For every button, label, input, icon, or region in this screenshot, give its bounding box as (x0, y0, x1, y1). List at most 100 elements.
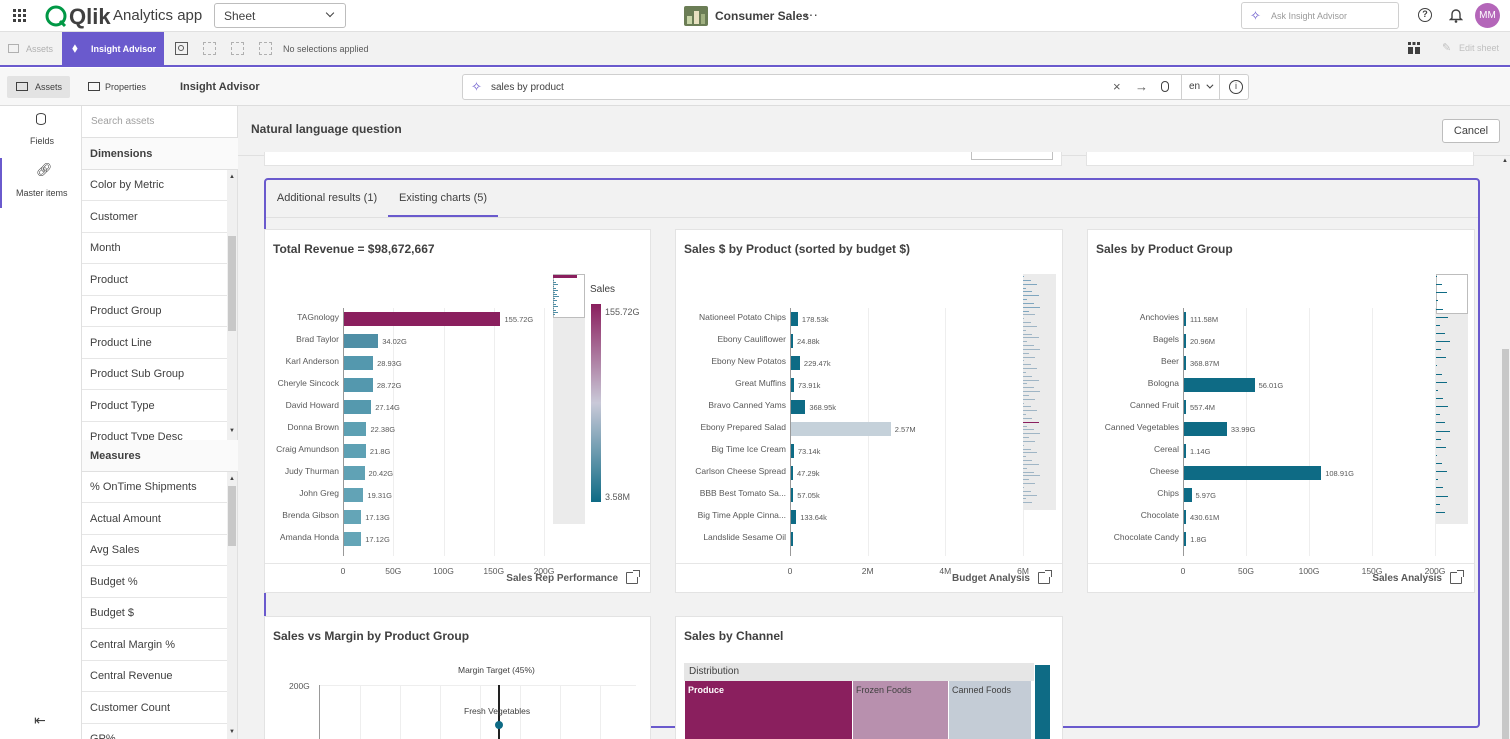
tab-existing-charts[interactable]: Existing charts (5) (388, 180, 498, 217)
ask-insight-advisor-input[interactable]: ✧ Ask Insight Advisor (1241, 2, 1399, 29)
asset-list-item[interactable]: Central Revenue (82, 661, 228, 692)
asset-list-item[interactable]: Budget $ (82, 598, 228, 629)
info-icon[interactable]: i (1229, 80, 1243, 94)
bar[interactable] (791, 532, 793, 546)
collapse-icon[interactable]: ⇤ (34, 712, 46, 728)
bar[interactable] (791, 400, 806, 414)
bar[interactable] (791, 444, 794, 458)
more-options-icon[interactable]: ··· (804, 6, 818, 22)
external-link-icon[interactable] (1450, 570, 1464, 584)
asset-list-item[interactable]: Product (82, 265, 228, 296)
insight-advisor-button[interactable]: ⬧ Insight Advisor (62, 32, 164, 65)
bar[interactable] (344, 444, 366, 458)
asset-list-item[interactable]: % OnTime Shipments (82, 472, 228, 503)
selection-forward-icon[interactable] (231, 42, 244, 55)
asset-list-item[interactable]: Product Type Desc (82, 422, 228, 440)
bar[interactable] (791, 312, 798, 326)
cancel-button[interactable]: Cancel (1442, 119, 1500, 143)
chart-card-sales-by-product-group[interactable]: Sales by Product Group 0 50G 100G 150G 200G A… (1087, 229, 1475, 593)
clear-icon[interactable]: × (1113, 79, 1121, 94)
bar[interactable] (344, 400, 372, 414)
asset-list-item[interactable]: Budget % (82, 567, 228, 598)
bar[interactable] (344, 356, 374, 370)
grid-view-icon[interactable] (1408, 42, 1420, 54)
bar[interactable] (791, 488, 794, 502)
bar[interactable] (1184, 334, 1186, 348)
assets-toggle-button[interactable]: Assets (0, 32, 62, 65)
dimensions-scrollbar[interactable]: ▲ ▼ (227, 170, 237, 440)
notifications-icon[interactable] (1448, 7, 1464, 23)
avatar[interactable]: MM (1475, 3, 1500, 28)
treemap-tile-frozen-foods[interactable]: Frozen Foods (853, 681, 948, 739)
bar[interactable] (344, 334, 379, 348)
chart-card-sales-by-product[interactable]: Sales $ by Product (sorted by budget $) … (675, 229, 1063, 593)
bar[interactable] (791, 510, 797, 524)
external-link-icon[interactable] (1038, 570, 1052, 584)
bar[interactable] (344, 510, 362, 524)
clear-selections-icon[interactable] (259, 42, 272, 55)
asset-list-item[interactable]: Product Sub Group (82, 359, 228, 390)
app-menu-icon[interactable] (13, 9, 27, 23)
bar[interactable] (1184, 356, 1186, 370)
app-name[interactable]: Consumer Sales (715, 9, 810, 23)
asset-list-item[interactable]: Month (82, 233, 228, 264)
bar[interactable] (1184, 510, 1186, 524)
asset-list-item[interactable]: Avg Sales (82, 535, 228, 566)
treemap-tile-produce[interactable]: Produce (685, 681, 852, 739)
footer-sheet-link[interactable]: Sales Rep Performance (506, 573, 618, 584)
bar[interactable] (791, 466, 793, 480)
language-select[interactable]: en (1189, 81, 1214, 92)
chart-card-sales-vs-margin[interactable]: Sales vs Margin by Product Group Margin … (264, 616, 651, 739)
smart-search-icon[interactable] (175, 42, 188, 55)
card-footer[interactable]: Sales Analysis (1088, 563, 1474, 592)
sheet-select[interactable]: Sheet (214, 3, 346, 28)
asset-list-item[interactable]: Actual Amount (82, 504, 228, 535)
qlik-logo[interactable]: Qlik (45, 3, 111, 29)
bar[interactable] (1184, 378, 1255, 392)
bar[interactable] (344, 422, 367, 436)
treemap-tile-canned-foods[interactable]: Canned Foods (949, 681, 1031, 739)
measures-scrollbar[interactable]: ▲ ▼ (227, 472, 237, 739)
bar[interactable] (344, 312, 501, 326)
submit-arrow-icon[interactable]: → (1135, 79, 1148, 94)
external-link-icon[interactable] (626, 570, 640, 584)
help-icon[interactable]: ? (1418, 8, 1432, 22)
assets-tab[interactable]: Assets (7, 76, 70, 98)
bar[interactable] (344, 488, 364, 502)
master-items-tab[interactable]: 🔗︎ Master items (0, 158, 82, 208)
fields-tab[interactable]: Fields (0, 106, 82, 156)
edit-sheet-button[interactable]: ✎ Edit sheet (1442, 42, 1504, 56)
tab-additional-results[interactable]: Additional results (1) (266, 180, 388, 217)
search-assets-input[interactable]: Search assets (82, 106, 237, 138)
card-footer[interactable]: Budget Analysis (676, 563, 1062, 592)
bar[interactable] (791, 378, 794, 392)
bar[interactable] (1184, 400, 1186, 414)
footer-sheet-link[interactable]: Sales Analysis (1372, 573, 1442, 584)
bar[interactable] (1184, 488, 1192, 502)
bar[interactable] (1184, 466, 1322, 480)
chart-minimap[interactable] (1436, 274, 1468, 524)
bar[interactable] (344, 378, 373, 392)
chart-minimap[interactable] (1023, 274, 1056, 510)
chart-card-sales-by-channel[interactable]: Sales by Channel Distribution Produce Fr… (675, 616, 1063, 739)
bar[interactable] (1184, 312, 1186, 326)
bar[interactable] (1184, 444, 1186, 458)
asset-list-item[interactable]: Customer Count (82, 693, 228, 724)
asset-list-item[interactable]: Central Margin % (82, 630, 228, 661)
bar[interactable] (344, 466, 365, 480)
asset-list-item[interactable]: Product Type (82, 391, 228, 422)
footer-sheet-link[interactable]: Budget Analysis (952, 573, 1030, 584)
asset-list-item[interactable]: Customer (82, 202, 228, 233)
asset-list-item[interactable]: Product Line (82, 328, 228, 359)
properties-tab[interactable]: Properties (80, 76, 160, 98)
bar[interactable] (1184, 422, 1227, 436)
bar[interactable] (791, 422, 891, 436)
card-footer[interactable]: Sales Rep Performance (265, 563, 650, 592)
query-input[interactable]: ✧ sales by product × → en i (462, 74, 1249, 100)
bar[interactable] (791, 334, 793, 348)
asset-list-item[interactable]: GP% (82, 724, 228, 739)
bar[interactable] (1184, 532, 1187, 546)
chart-card-total-revenue[interactable]: Total Revenue = $98,672,667 0 50G 100G 150G… (264, 229, 651, 593)
microphone-icon[interactable] (1161, 81, 1169, 92)
bar[interactable] (344, 532, 362, 546)
